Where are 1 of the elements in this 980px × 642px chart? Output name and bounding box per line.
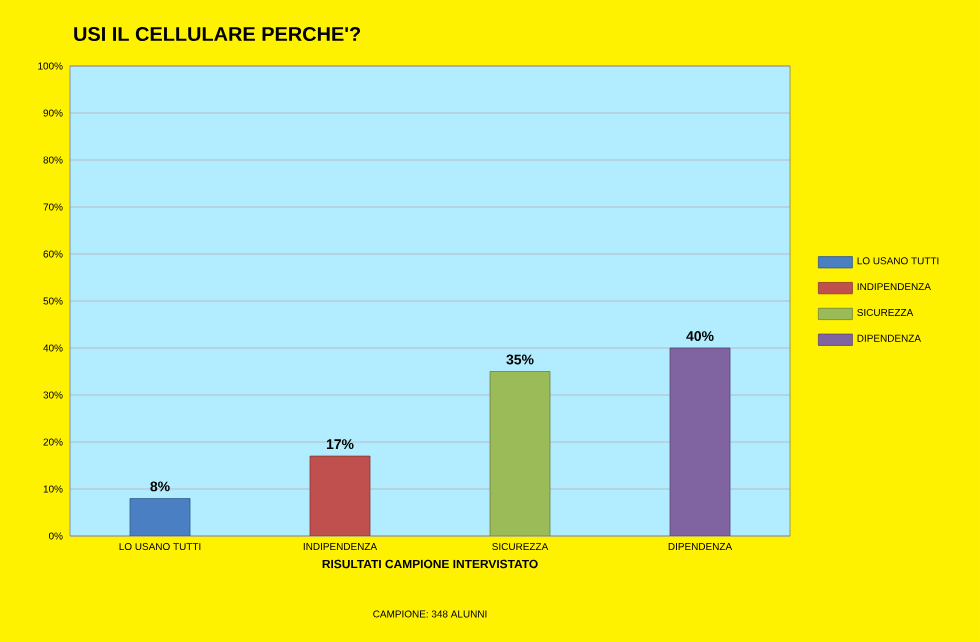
chart-title: USI IL CELLULARE PERCHE'? (74, 26, 361, 42)
